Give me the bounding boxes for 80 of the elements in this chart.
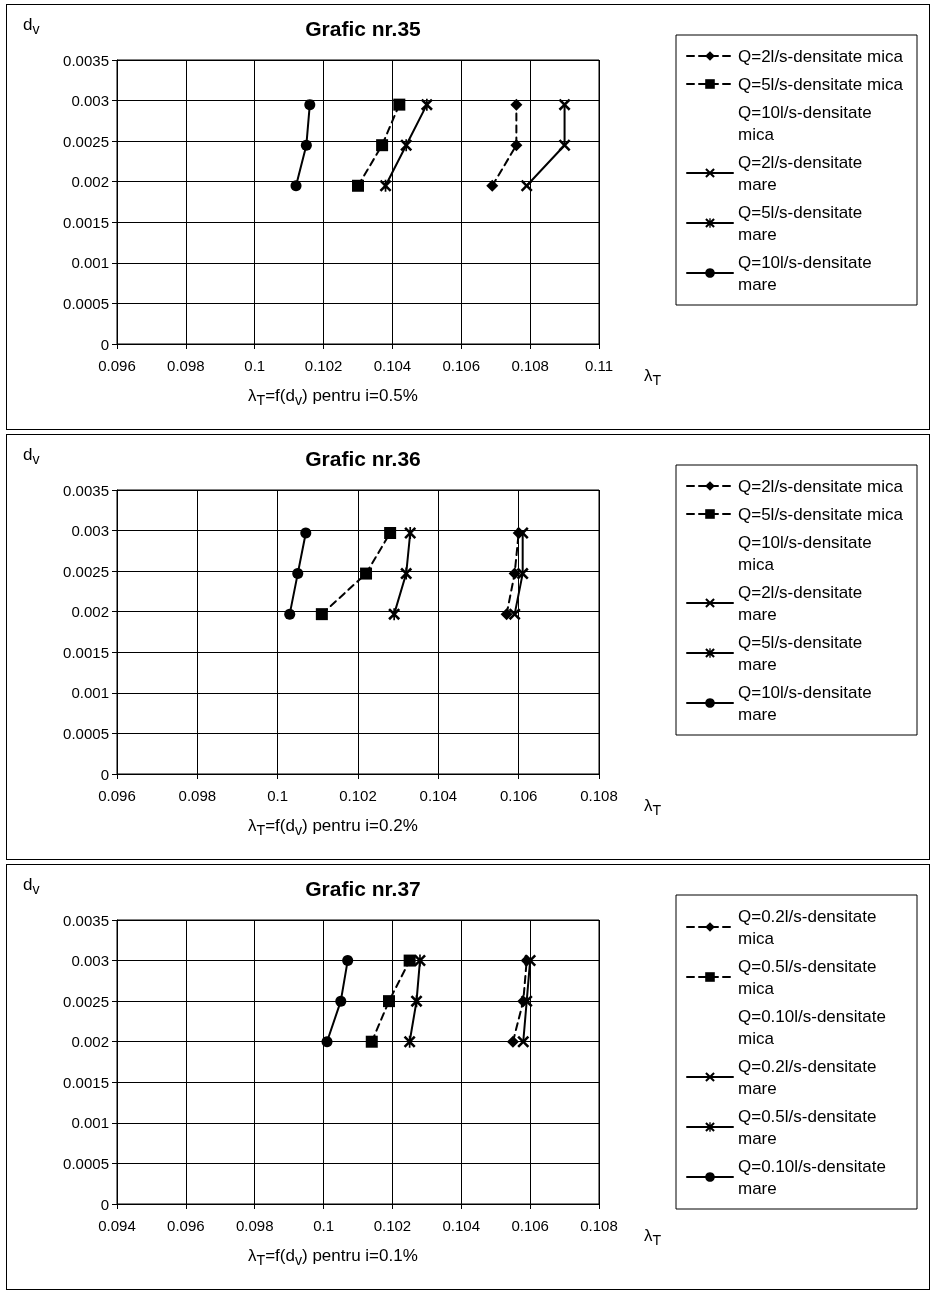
legend-label: Q=5l/s-densitate mare	[738, 632, 867, 674]
x-axis-title: λ$_{T}$	[248, 1246, 266, 1269]
y-tick-label: 0.0025	[63, 992, 109, 1010]
legend-label: Q=5l/s-densitate mica	[738, 74, 904, 94]
y-tick-label: 0.0035	[63, 911, 109, 929]
x-tick-label: 0.098	[167, 357, 205, 374]
x-tick-label: 0.106	[442, 357, 481, 374]
x-tick-label: 0.106	[499, 787, 538, 804]
x-tick-label: 0.102	[339, 787, 377, 804]
y-tick-label: 0.003	[71, 952, 109, 970]
x-tick-label: 0.104	[373, 357, 412, 374]
y-axis-title: d$_{v}$	[23, 875, 40, 898]
y-tick-label: 0.0015	[63, 643, 109, 661]
y-tick-label: 0.002	[71, 1033, 109, 1051]
legend-label: Q=5l/s-densitate mare	[738, 202, 867, 244]
x-tick-label: 0.094	[98, 1217, 136, 1234]
legend-label: Q=2l/s-densitate mica	[738, 46, 904, 66]
legend-label: Q=0.2l/s-densitate mica	[738, 906, 882, 948]
y-tick-label: 0.0015	[63, 1073, 109, 1091]
legend-label: Q=0.10l/s-densitate mare	[738, 1156, 891, 1198]
x-tick-label: 0.108	[580, 1217, 618, 1234]
x-tick-label: 0.1	[313, 1217, 334, 1234]
text: λ$_{T}$	[644, 1226, 662, 1249]
x-tick-label: 0.1	[244, 357, 266, 374]
x-tick-label: 0.102	[304, 357, 343, 374]
x-tick-label: 0.098	[235, 1217, 274, 1234]
x-axis-title: λ$_{T}$	[248, 386, 266, 409]
x-tick-label: 0.1	[267, 787, 289, 804]
legend-label: Q=10l/s-densitate mica	[738, 532, 877, 574]
legend-label: Q=2l/s-densitate mare	[738, 152, 867, 194]
legend-label: Q=2l/s-densitate mare	[738, 582, 867, 624]
x-tick-label: 0.108	[580, 787, 618, 804]
text: λ$_{T}$	[644, 366, 662, 389]
x-tick-label: 0.096	[98, 357, 136, 374]
y-tick-label: 0.0035	[63, 481, 109, 499]
y-tick-label: 0.003	[71, 92, 109, 110]
y-tick-label: 0.0025	[63, 562, 109, 580]
chart-title: Grafic nr.36	[305, 447, 421, 470]
x-tick-label: 0.11	[584, 357, 614, 374]
y-tick-label: 0.0005	[63, 724, 109, 742]
x-axis-title: λ$_{T}$	[248, 816, 266, 839]
legend-label: Q=0.10l/s-densitate mica	[738, 1006, 891, 1048]
legend-label: Q=10l/s-densitate mare	[738, 682, 877, 724]
legend-label: Q=10l/s-densitate mica	[738, 102, 877, 144]
y-tick-label: 0.0005	[63, 1154, 109, 1172]
legend-label: Q=0.5l/s-densitate mare	[738, 1106, 882, 1148]
y-tick-label: 0	[100, 335, 109, 353]
legend-label: Q=2l/s-densitate mica	[738, 476, 904, 496]
y-tick-label: 0.002	[71, 173, 109, 191]
chart-title: Grafic nr.35	[305, 17, 422, 40]
text: =f(d$_{v}$) pentru i=0.1%	[265, 1246, 418, 1269]
legend-label: Q=10l/s-densitate mare	[738, 252, 877, 294]
x-tick-label: 0.106	[511, 1217, 549, 1234]
y-tick-label: 0	[100, 765, 109, 783]
y-tick-label: 0.002	[71, 603, 109, 621]
y-tick-label: 0.001	[71, 684, 109, 702]
legend-label: Q=5l/s-densitate mica	[738, 504, 904, 524]
x-tick-label: 0.096	[98, 787, 136, 804]
text: =f(d$_{v}$) pentru i=0.2%	[265, 816, 418, 839]
y-axis-title: d$_{v}$	[23, 445, 40, 468]
y-tick-label: 0.001	[71, 1114, 109, 1132]
x-tick-label: 0.108	[511, 357, 549, 374]
y-tick-label: 0.001	[71, 254, 109, 272]
chart-title: Grafic nr.37	[305, 877, 421, 900]
x-tick-label: 0.102	[373, 1217, 412, 1234]
y-tick-label: 0	[100, 1195, 109, 1213]
y-tick-label: 0.0005	[63, 294, 109, 312]
y-tick-label: 0.0035	[63, 51, 109, 69]
text: =f(d$_{v}$) pentru i=0.5%	[265, 386, 418, 409]
y-tick-label: 0.0025	[63, 132, 109, 150]
x-tick-label: 0.096	[167, 1217, 205, 1234]
legend-label: Q=0.5l/s-densitate mica	[738, 956, 882, 998]
y-tick-label: 0.0015	[63, 213, 109, 231]
x-tick-label: 0.098	[178, 787, 217, 804]
y-axis-title: d$_{v}$	[23, 15, 40, 38]
x-tick-label: 0.104	[442, 1217, 481, 1234]
y-tick-label: 0.003	[71, 522, 109, 540]
x-tick-label: 0.104	[419, 787, 458, 804]
text: λ$_{T}$	[644, 796, 662, 819]
legend-label: Q=0.2l/s-densitate mare	[738, 1056, 882, 1098]
